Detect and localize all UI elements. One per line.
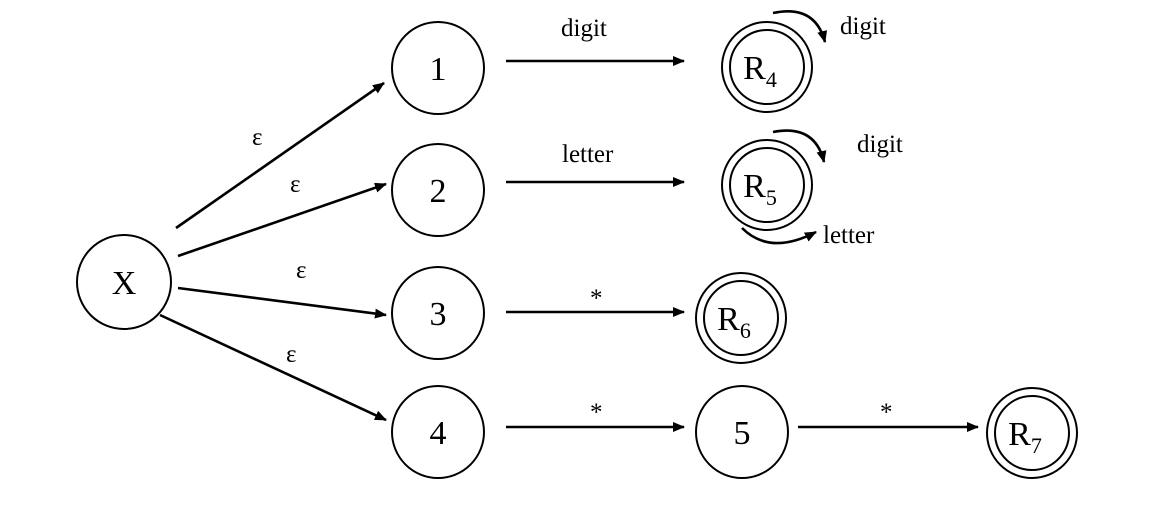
- accepting-state-r4: R4: [721, 21, 813, 113]
- loop-label-r4-digit: digit: [840, 13, 886, 40]
- state-5: 5: [695, 385, 789, 479]
- edge-label-5-r7: *: [880, 399, 893, 426]
- state-label: R7: [1008, 416, 1042, 458]
- edge-x-to-1: [175, 81, 385, 230]
- state-label: R6: [717, 301, 751, 343]
- state-label: 4: [430, 415, 447, 452]
- state-label: 5: [734, 415, 751, 452]
- loop-r5-digit: [772, 129, 827, 163]
- state-1: 1: [391, 21, 485, 115]
- state-x: X: [76, 234, 172, 330]
- state-3: 3: [391, 266, 485, 360]
- state-label: R5: [743, 168, 777, 210]
- state-label: 3: [430, 296, 447, 333]
- state-label: 2: [430, 173, 447, 210]
- loop-label-r5-letter: letter: [823, 222, 875, 249]
- accepting-state-r5: R5: [721, 139, 813, 231]
- edge-label-2-r5: letter: [562, 141, 614, 168]
- edge-label-4-5: *: [590, 399, 603, 426]
- state-label: 1: [430, 51, 447, 88]
- state-label: X: [112, 265, 137, 302]
- edge-label-x-2: ε: [290, 171, 301, 198]
- accepting-state-r6: R6: [695, 272, 787, 364]
- edge-label-3-r6: *: [590, 285, 603, 312]
- loop-r4-digit: [772, 10, 828, 43]
- edge-label-1-r4: digit: [561, 15, 607, 42]
- state-2: 2: [391, 143, 485, 237]
- loop-label-r5-digit: digit: [857, 131, 903, 158]
- loop-r5-letter: [741, 227, 817, 245]
- accepting-state-r7: R7: [986, 387, 1078, 479]
- edge-x-to-3: [177, 286, 387, 319]
- edge-label-x-1: ε: [252, 124, 263, 151]
- state-4: 4: [391, 385, 485, 479]
- edge-x-to-2: [177, 182, 387, 258]
- edge-x-to-4: [159, 313, 387, 422]
- edge-label-x-3: ε: [296, 257, 307, 284]
- edge-label-x-4: ε: [286, 341, 297, 368]
- state-label: R4: [743, 50, 777, 92]
